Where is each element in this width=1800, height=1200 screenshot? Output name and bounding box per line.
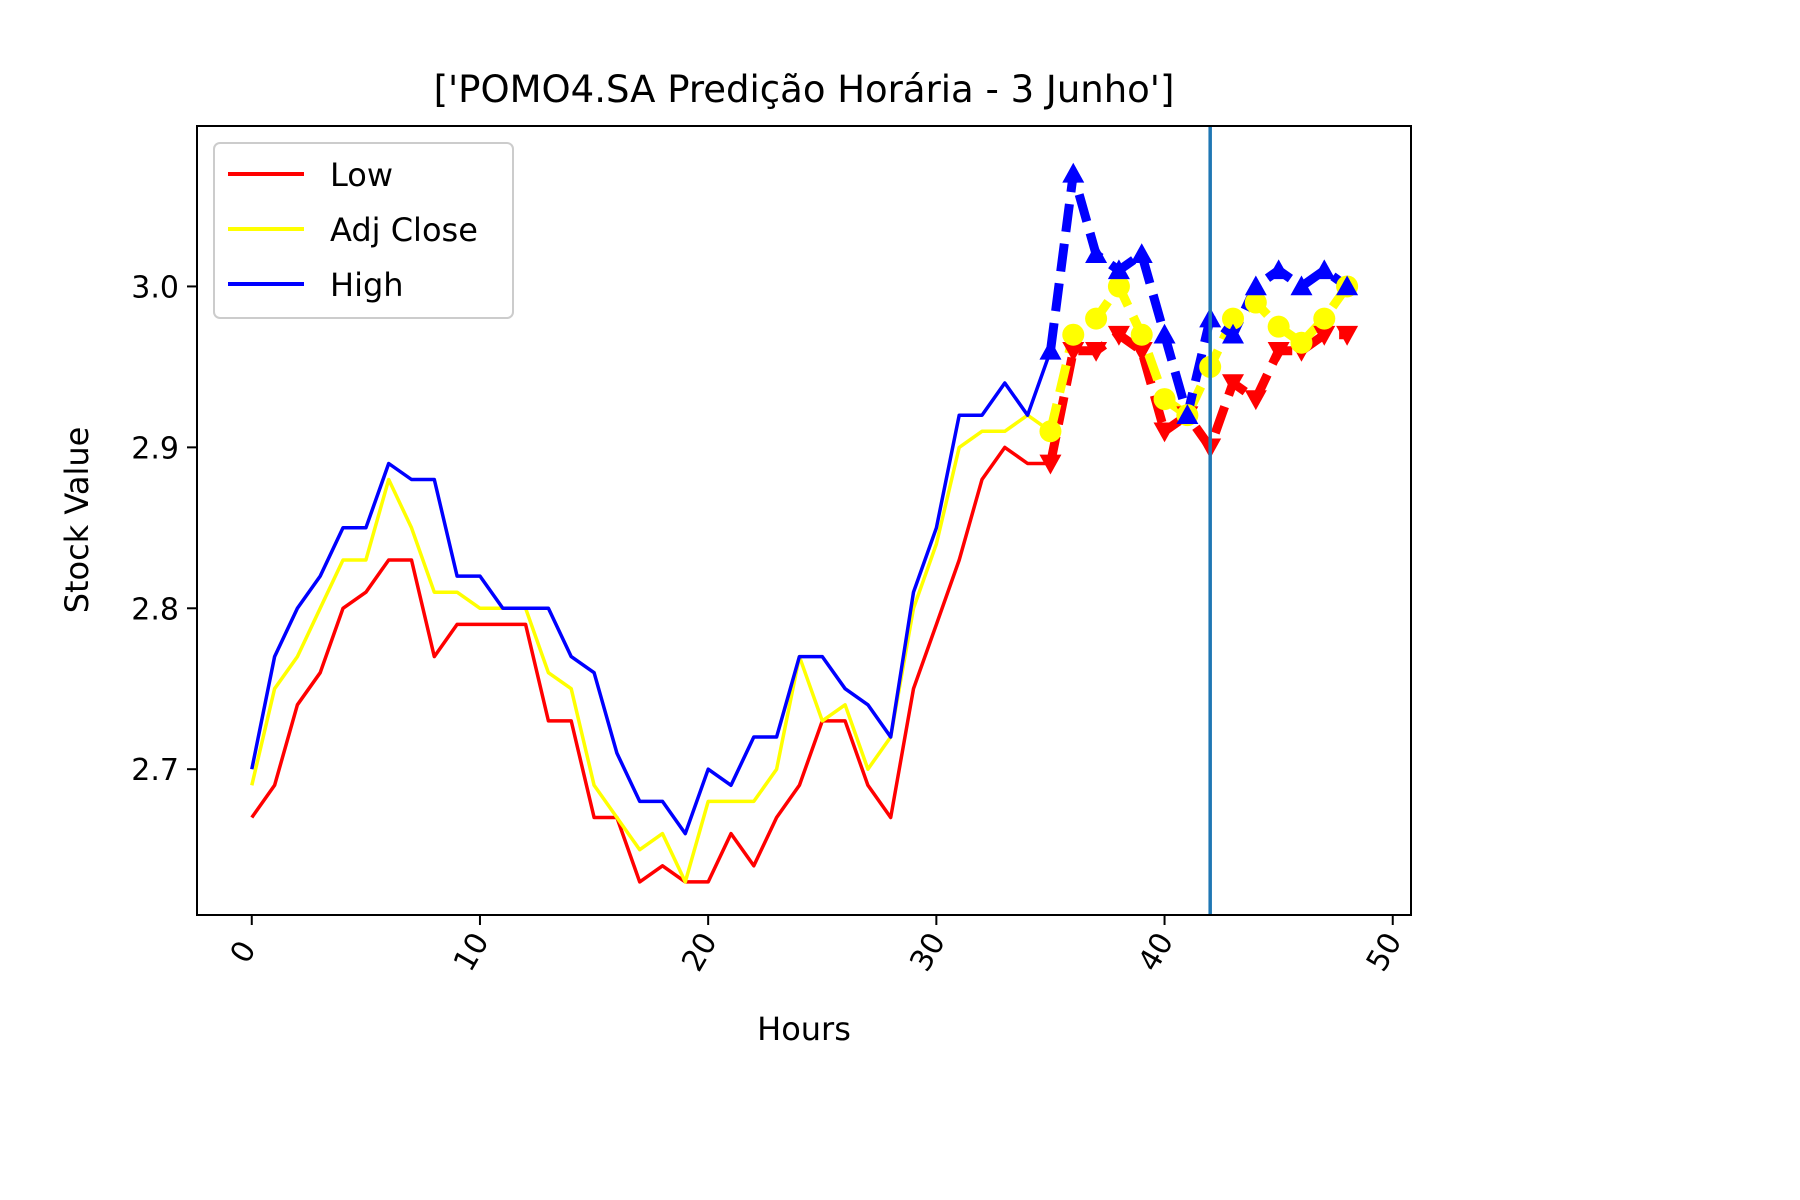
- prediction-marker: [1107, 275, 1130, 298]
- prediction-marker: [1313, 307, 1336, 330]
- x-axis-label: Hours: [757, 1010, 851, 1048]
- prediction-marker: [1267, 259, 1290, 280]
- prediction-marker: [1153, 422, 1176, 443]
- prediction-marker: [1039, 454, 1062, 475]
- y-tick-label: 2.7: [131, 753, 179, 788]
- prediction-marker: [1039, 339, 1062, 360]
- prediction-marker: [1222, 307, 1245, 330]
- prediction-marker: [1222, 374, 1245, 394]
- series-line-high: [250, 350, 1053, 836]
- prediction-marker: [1130, 323, 1153, 346]
- prediction-marker: [1085, 307, 1108, 330]
- y-tick-label: 2.8: [131, 592, 179, 627]
- prediction-marker: [1267, 315, 1290, 338]
- y-axis: 2.7 2.8 2.9 3.0: [131, 270, 197, 788]
- legend-box: [213, 142, 514, 319]
- prediction-marker: [1244, 291, 1267, 314]
- prediction-marker: [1062, 162, 1085, 183]
- prediction-marker: [1062, 342, 1085, 362]
- series-line-adj-close: [250, 413, 1052, 884]
- plot-frame: [196, 125, 1412, 916]
- prediction-marker: [1107, 325, 1130, 346]
- prediction-marker: [1176, 404, 1199, 424]
- prediction-marker: [1267, 342, 1290, 362]
- prediction-marker: [1107, 259, 1130, 280]
- prediction-marker: [1153, 388, 1176, 411]
- legend-label: Low: [330, 156, 393, 194]
- y-tick-label: 3.0: [131, 270, 179, 305]
- legend-label: High: [330, 266, 404, 304]
- prediction-marker: [1336, 325, 1359, 346]
- legend: Low Adj Close High: [213, 142, 514, 319]
- prediction-marker: [1085, 342, 1108, 362]
- prediction-marker: [1290, 331, 1313, 354]
- prediction-marker: [1039, 420, 1062, 443]
- line-chart: 0 10 20 30 40 50 2.7 2.8 2.9 3.0 ['POMO4.SA Pred…: [58, 68, 1412, 1048]
- markers-layer: [1039, 162, 1359, 475]
- prediction-marker: [1313, 325, 1336, 346]
- prediction-marker: [1313, 259, 1336, 280]
- chart-title: ['POMO4.SA Predição Horária - 3 Junho']: [434, 68, 1175, 111]
- prediction-marker: [1062, 323, 1085, 346]
- series-line-low: [250, 445, 1051, 884]
- legend-label: Adj Close: [330, 211, 478, 249]
- prediction-marker: [1244, 275, 1267, 296]
- chart-svg: 0 10 20 30 40 50 2.72.82.93.0 ['POMO4.SA Pred…: [58, 68, 1412, 1048]
- prediction-marker: [1244, 390, 1267, 411]
- y-axis-label: Stock Value: [58, 427, 96, 614]
- prediction-marker: [1085, 243, 1108, 264]
- prediction-marker: [1290, 275, 1313, 296]
- prediction-marker: [1222, 323, 1245, 344]
- prediction-marker: [1153, 323, 1176, 344]
- prediction-marker: [1130, 342, 1153, 362]
- prediction-marker: [1130, 243, 1153, 264]
- prediction-marker: [1336, 275, 1359, 296]
- y-tick-label: 2.9: [131, 431, 179, 466]
